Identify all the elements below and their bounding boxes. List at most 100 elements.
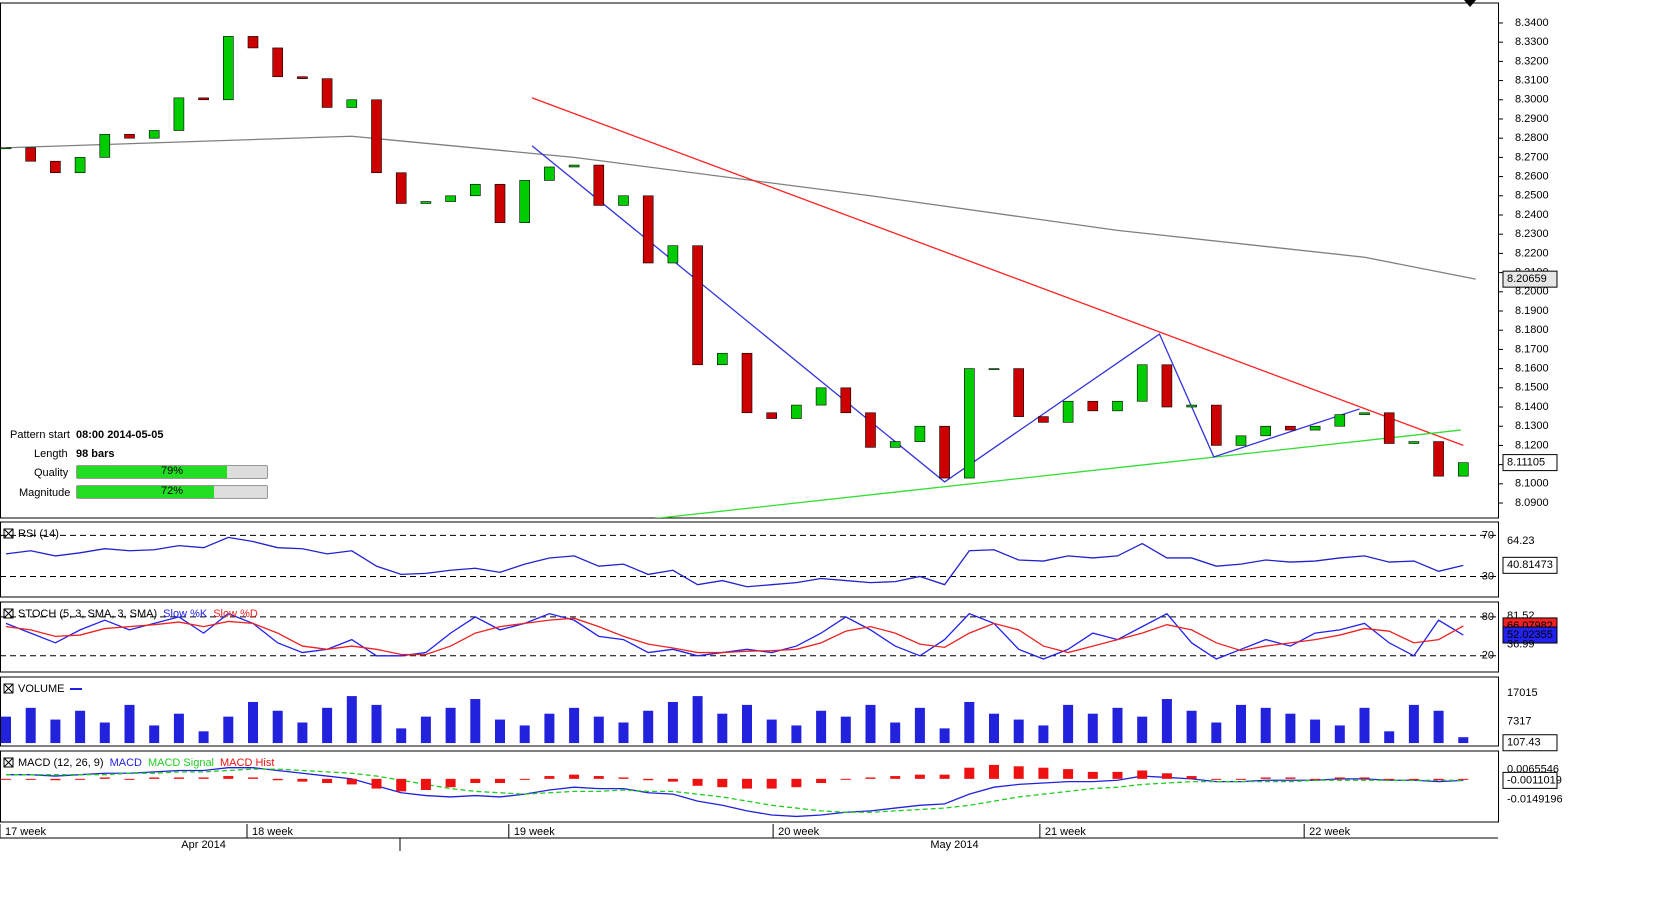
hist-bar bbox=[1359, 777, 1370, 779]
week-label: 17 week bbox=[5, 826, 46, 838]
panel-close bbox=[3, 528, 14, 539]
panel-title: STOCH (5, 3, SMA, 3, SMA) Slow %K Slow %D bbox=[18, 608, 258, 620]
volume-bar bbox=[297, 722, 308, 744]
volume-bar bbox=[1112, 707, 1123, 744]
candle bbox=[815, 387, 827, 406]
right-label: 40.81473 bbox=[1507, 559, 1553, 571]
panel-title: RSI (14) bbox=[18, 528, 59, 540]
volume-bar bbox=[371, 704, 382, 744]
hist-bar bbox=[1186, 776, 1197, 779]
volume-bar bbox=[272, 710, 283, 744]
volume-bar bbox=[939, 728, 950, 744]
magnitude-label: Magnitude bbox=[19, 487, 71, 499]
volume-bar bbox=[1137, 716, 1148, 744]
candle bbox=[544, 166, 555, 181]
panel-title: MACD (12, 26, 9) MACD MACD Signal MACD Hist bbox=[18, 757, 274, 769]
candle bbox=[74, 157, 86, 174]
candle bbox=[0, 147, 12, 150]
hist-bar bbox=[198, 777, 209, 779]
candle bbox=[1359, 412, 1370, 415]
hist-bar bbox=[75, 778, 86, 780]
volume-bar bbox=[50, 719, 61, 744]
volume-bar bbox=[1458, 737, 1469, 744]
hist-bar bbox=[1285, 777, 1296, 779]
hist-bar bbox=[50, 778, 61, 781]
candle bbox=[124, 134, 135, 139]
candle bbox=[692, 245, 703, 366]
panel-close-x bbox=[3, 528, 14, 539]
right-label: -0.0149196 bbox=[1507, 794, 1563, 806]
month-label: May 2014 bbox=[930, 839, 978, 851]
volume-bar bbox=[816, 710, 827, 744]
candle bbox=[445, 195, 456, 202]
hist-bar bbox=[964, 767, 975, 779]
hist-bar bbox=[593, 776, 604, 779]
hist-bar bbox=[1433, 778, 1444, 781]
volume-bar bbox=[544, 713, 555, 744]
hist-bar bbox=[322, 778, 333, 784]
candle bbox=[1062, 400, 1074, 423]
hist-bar bbox=[445, 778, 456, 788]
volume-bar bbox=[519, 725, 530, 744]
overlay-line bbox=[5, 135, 1476, 280]
pattern-start-label: Pattern start bbox=[10, 429, 70, 441]
hist-bar bbox=[766, 778, 777, 789]
volume-bar bbox=[75, 710, 86, 744]
right-label: 8.11105 bbox=[1507, 457, 1545, 469]
hist-bar bbox=[1, 778, 11, 780]
hist-bar bbox=[124, 778, 135, 780]
volume-bar bbox=[99, 722, 110, 744]
candle bbox=[395, 172, 407, 204]
hist-bar bbox=[1013, 766, 1024, 779]
legend-entry: MACD Signal bbox=[148, 757, 214, 769]
panel-frame bbox=[0, 521, 1499, 598]
hist-bar bbox=[297, 778, 308, 782]
panel-title-text: MACD (12, 26, 9) bbox=[18, 757, 104, 769]
candle bbox=[1087, 400, 1099, 412]
legend-entry: Slow %D bbox=[213, 608, 258, 620]
volume-bar bbox=[1038, 725, 1049, 744]
legend-entry: MACD bbox=[110, 757, 142, 769]
y-tick-label: 8.2300 bbox=[1515, 228, 1549, 240]
quality-label: Quality bbox=[34, 467, 69, 479]
week-label: 18 week bbox=[252, 826, 293, 838]
candle bbox=[963, 368, 975, 479]
volume-bar bbox=[964, 701, 975, 744]
volume-bar bbox=[1384, 731, 1395, 744]
volume-bar bbox=[1310, 719, 1321, 744]
candle bbox=[618, 195, 629, 206]
hist-bar bbox=[173, 777, 184, 779]
length: 98 bars bbox=[76, 448, 115, 460]
magnitude-text: 72% bbox=[160, 485, 184, 497]
quality-bar: 79% bbox=[76, 465, 268, 479]
candle bbox=[766, 412, 778, 419]
hist-bar bbox=[1384, 778, 1395, 780]
level-label: 30 bbox=[1482, 570, 1494, 582]
candle bbox=[1235, 435, 1247, 446]
volume-bar bbox=[1087, 713, 1098, 744]
hist-bar bbox=[272, 778, 283, 781]
right-label: 107.43 bbox=[1507, 737, 1541, 749]
panel-close bbox=[3, 683, 14, 694]
candle bbox=[593, 164, 605, 206]
candle bbox=[371, 99, 382, 174]
price-tag bbox=[1502, 270, 1558, 288]
volume-bar bbox=[989, 713, 999, 744]
candle bbox=[1285, 425, 1296, 431]
volume-bar bbox=[1285, 713, 1296, 744]
candle bbox=[1383, 412, 1395, 444]
candle bbox=[1458, 462, 1469, 477]
volume-bar bbox=[173, 713, 184, 744]
candle bbox=[840, 387, 852, 414]
volume-bar bbox=[420, 716, 431, 744]
hist-bar bbox=[1063, 769, 1074, 779]
hist-bar bbox=[1211, 778, 1222, 780]
pattern-start: 08:00 2014-05-05 bbox=[76, 429, 164, 441]
hist-bar bbox=[890, 776, 901, 779]
level-label: 70 bbox=[1482, 529, 1494, 541]
hist-bar bbox=[420, 778, 431, 790]
panel-title-text: VOLUME bbox=[18, 683, 64, 695]
indicator-line bbox=[5, 612, 1464, 660]
hist-bar bbox=[519, 778, 530, 780]
y-tick-label: 8.1400 bbox=[1515, 401, 1549, 413]
